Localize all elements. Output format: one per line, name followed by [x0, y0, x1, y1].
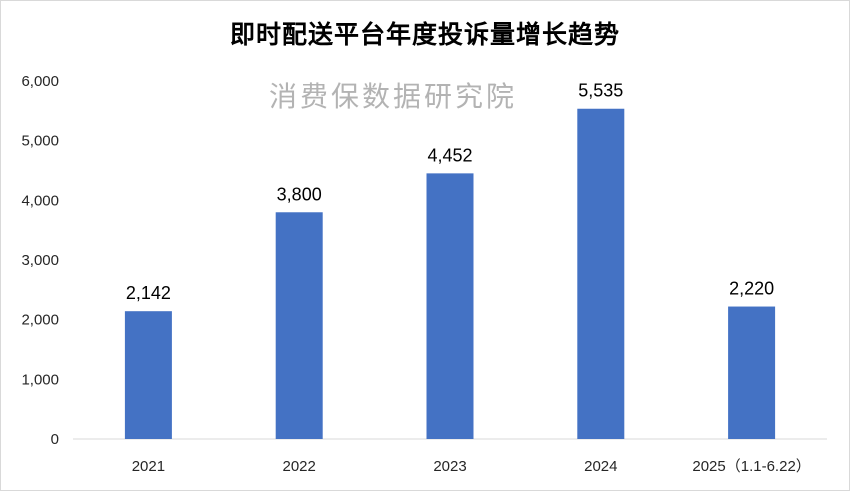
x-tick-label: 2024 — [584, 458, 617, 475]
x-tick-label: 2021 — [132, 458, 165, 475]
bar — [577, 108, 625, 440]
x-tick-label: 2022 — [283, 458, 316, 475]
x-tick-label: 2023 — [433, 458, 466, 475]
chart-title: 即时配送平台年度投诉量增长趋势 — [229, 20, 620, 49]
bar — [728, 306, 776, 439]
data-label: 2,220 — [729, 279, 774, 299]
y-tick-label: 6,000 — [21, 73, 59, 90]
bar — [275, 212, 323, 439]
y-tick-label: 4,000 — [21, 192, 59, 209]
x-tick-label: 2025（1.1-6.22） — [692, 458, 810, 475]
y-tick-label: 0 — [51, 431, 59, 448]
y-tick-label: 2,000 — [21, 312, 59, 329]
y-tick-label: 5,000 — [21, 133, 59, 150]
data-label: 2,142 — [126, 283, 171, 303]
bar — [426, 173, 474, 439]
watermark: 消费保数据研究院 — [269, 80, 518, 113]
data-label: 4,452 — [427, 145, 472, 165]
data-label: 5,535 — [578, 81, 623, 101]
y-tick-label: 1,000 — [21, 371, 59, 388]
data-label: 3,800 — [277, 184, 322, 204]
bar — [124, 311, 172, 439]
y-tick-label: 3,000 — [21, 252, 59, 269]
